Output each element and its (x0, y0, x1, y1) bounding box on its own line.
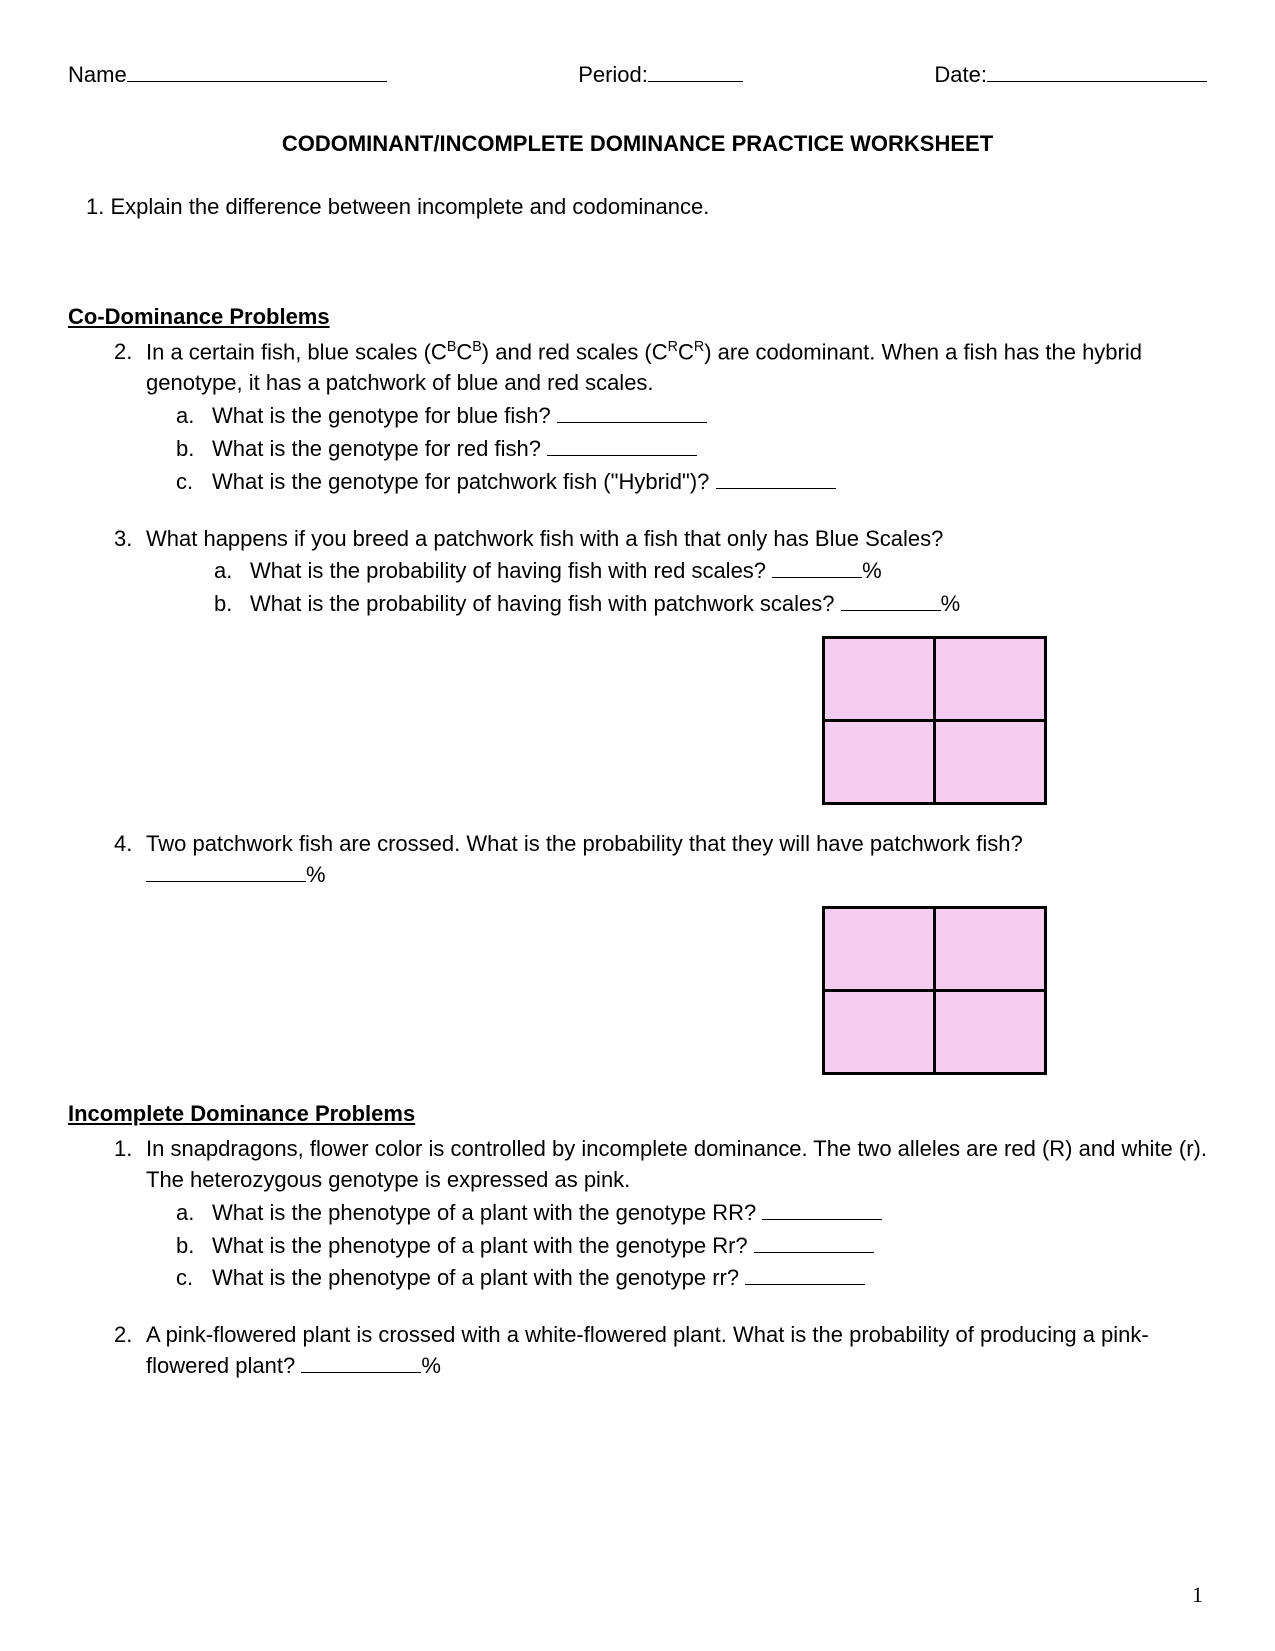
period-field[interactable]: Period: (578, 60, 743, 91)
co-dominance-heading: Co-Dominance Problems (68, 302, 1207, 333)
period-label: Period: (578, 62, 648, 87)
question-4: 4. Two patchwork fish are crossed. What … (114, 829, 1207, 891)
header-row: Name Period: Date: (68, 60, 1207, 91)
q2-c: c. What is the genotype for patchwork fi… (176, 467, 1207, 498)
incomplete-dominance-heading: Incomplete Dominance Problems (68, 1099, 1207, 1130)
inc-q2-blank[interactable] (301, 1372, 421, 1373)
q2-num: 2. (114, 337, 146, 399)
inc-q1c-blank[interactable] (745, 1284, 865, 1285)
q4-text: Two patchwork fish are crossed. What is … (146, 831, 1023, 856)
inc-question-1: 1. In snapdragons, flower color is contr… (114, 1134, 1207, 1196)
name-label: Name (68, 62, 127, 87)
date-field[interactable]: Date: (934, 60, 1207, 91)
q3-num: 3. (114, 524, 146, 555)
page-number: 1 (1192, 1580, 1203, 1611)
worksheet-page: Name Period: Date: CODOMINANT/INCOMPLETE… (0, 0, 1275, 1651)
worksheet-title: CODOMINANT/INCOMPLETE DOMINANCE PRACTICE… (68, 129, 1207, 160)
punnett-square-2[interactable] (822, 906, 1047, 1075)
q3-a: a. What is the probability of having fis… (214, 556, 1207, 587)
q2-b: b. What is the genotype for red fish? (176, 434, 1207, 465)
q2c-blank[interactable] (716, 488, 836, 489)
q2-a: a. What is the genotype for blue fish? (176, 401, 1207, 432)
inc-q1a-blank[interactable] (762, 1219, 882, 1220)
q4-num: 4. (114, 829, 146, 891)
q3b-blank[interactable] (841, 610, 941, 611)
inc-question-2: 2. A pink-flowered plant is crossed with… (114, 1320, 1207, 1382)
q3-text: What happens if you breed a patchwork fi… (146, 524, 943, 555)
q2a-blank[interactable] (557, 422, 707, 423)
q2-text: In a certain fish, blue scales (CBCB) an… (146, 337, 1207, 399)
inc-q1-c: c. What is the phenotype of a plant with… (176, 1263, 1207, 1294)
inc-q1-b: b. What is the phenotype of a plant with… (176, 1231, 1207, 1262)
date-label: Date: (934, 62, 987, 87)
q1-num: 1. (86, 194, 104, 219)
inc-q1b-blank[interactable] (754, 1252, 874, 1253)
q1-text: Explain the difference between incomplet… (110, 194, 709, 219)
q3a-blank[interactable] (772, 577, 862, 578)
q2b-blank[interactable] (547, 455, 697, 456)
inc-q1-a: a. What is the phenotype of a plant with… (176, 1198, 1207, 1229)
q4-blank[interactable] (146, 881, 306, 882)
punnett-square-1[interactable] (822, 636, 1047, 805)
name-field[interactable]: Name (68, 60, 387, 91)
question-1: 1. Explain the difference between incomp… (86, 192, 1207, 223)
q3-b: b. What is the probability of having fis… (214, 589, 1207, 620)
question-2: 2. In a certain fish, blue scales (CBCB)… (114, 337, 1207, 399)
question-3: 3. What happens if you breed a patchwork… (114, 524, 1207, 555)
